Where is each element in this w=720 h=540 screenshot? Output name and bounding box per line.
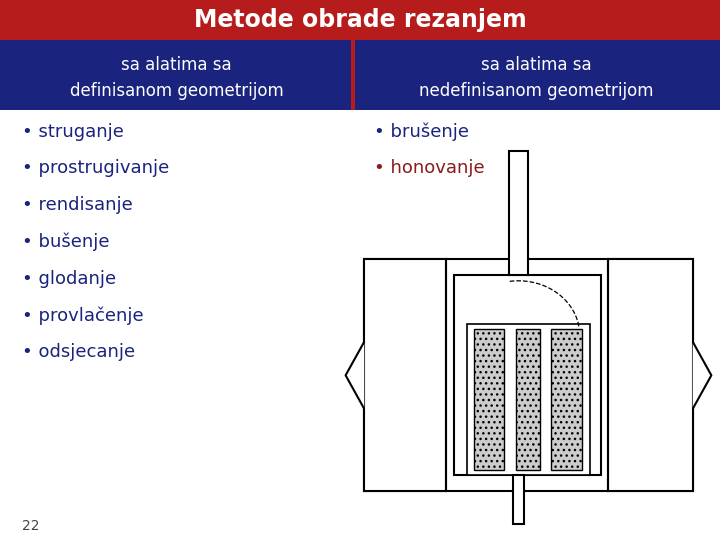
Text: • honovanje: • honovanje [374, 159, 485, 178]
Bar [516, 329, 540, 470]
Bar [454, 275, 601, 475]
Text: nedefinisanom geometrijom: nedefinisanom geometrijom [419, 82, 654, 99]
Bar [474, 329, 504, 470]
Text: • struganje: • struganje [22, 123, 123, 141]
Text: • odsjecanje: • odsjecanje [22, 343, 135, 361]
Bar [0, 0, 720, 40]
Bar [509, 151, 528, 275]
Text: • glodanje: • glodanje [22, 269, 116, 288]
Text: • bušenje: • bušenje [22, 233, 109, 251]
Bar [467, 324, 590, 475]
Bar [364, 259, 693, 491]
Text: sa alatima sa: sa alatima sa [481, 56, 592, 73]
Bar [353, 40, 720, 110]
Text: • rendisanje: • rendisanje [22, 196, 132, 214]
Bar [551, 329, 582, 470]
Bar [364, 259, 446, 491]
Bar [608, 259, 693, 491]
Text: • prostrugivanje: • prostrugivanje [22, 159, 169, 178]
Polygon shape [693, 343, 711, 408]
Text: sa alatima sa: sa alatima sa [121, 56, 232, 73]
Bar [0, 40, 353, 110]
Text: Metode obrade rezanjem: Metode obrade rezanjem [194, 8, 526, 32]
Bar [364, 259, 446, 491]
Bar [513, 475, 524, 524]
Text: • brušenje: • brušenje [374, 123, 469, 141]
Bar [351, 40, 355, 110]
Text: definisanom geometrijom: definisanom geometrijom [70, 82, 283, 99]
Bar [608, 259, 693, 491]
Text: 22: 22 [22, 519, 39, 534]
Polygon shape [346, 343, 364, 408]
Text: • provlačenje: • provlačenje [22, 306, 143, 325]
